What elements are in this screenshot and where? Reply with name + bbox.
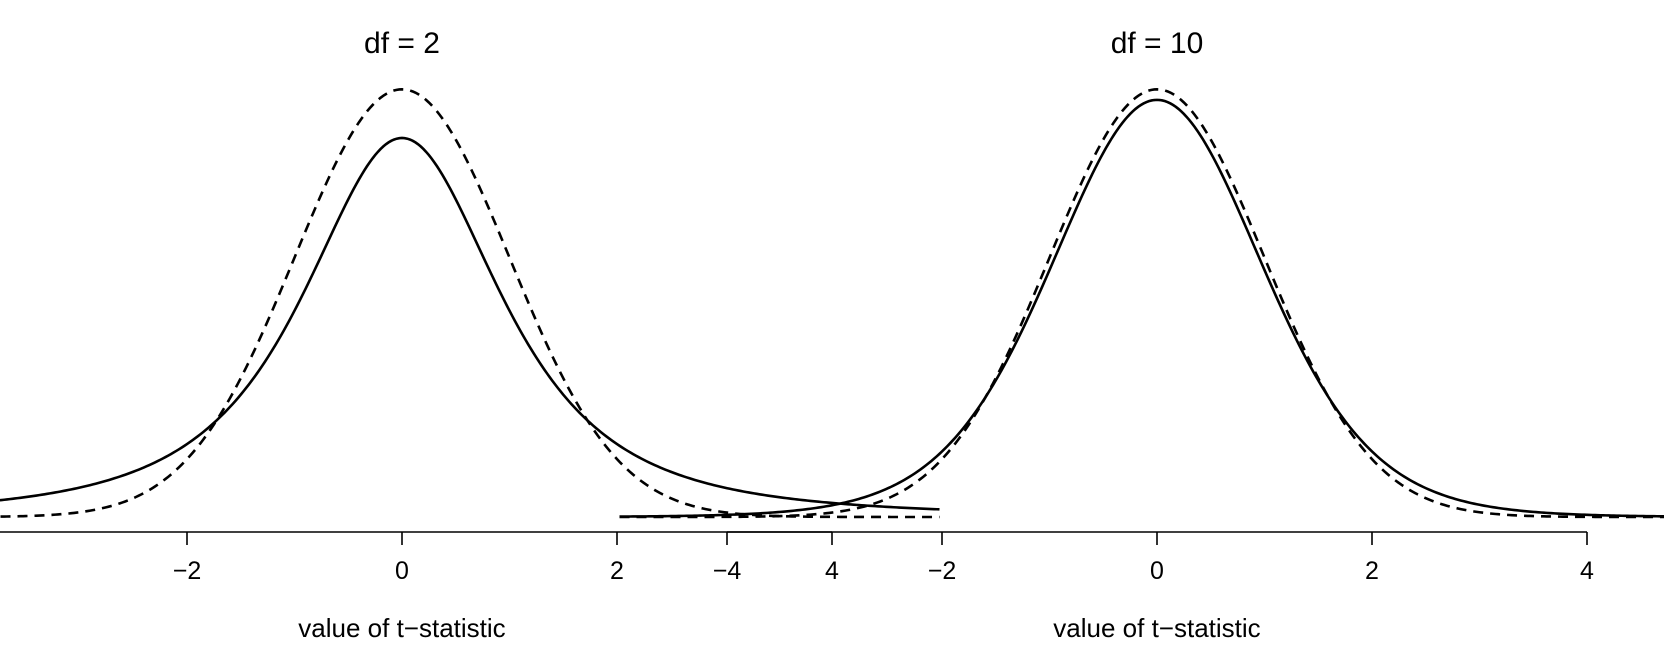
x-tick-label: −2 <box>928 557 957 585</box>
x-tick-label: 0 <box>1150 557 1164 585</box>
x-tick-label: 2 <box>1365 557 1379 585</box>
panel-title: df = 10 <box>1111 27 1204 60</box>
x-tick-label: 2 <box>610 557 624 585</box>
x-tick-label: −4 <box>713 557 742 585</box>
curves <box>619 88 1664 519</box>
panel-df-10: df = 10 −4 −2 0 2 4 value of t−statistic <box>619 27 1664 643</box>
normal-curve-dashed <box>619 88 1664 519</box>
x-tick-label: 4 <box>825 557 839 585</box>
x-axis-label: value of t−statistic <box>1053 613 1260 643</box>
x-axis: −4 −2 0 2 4 <box>0 531 839 585</box>
t-curve-solid <box>619 98 1664 518</box>
x-axis-label: value of t−statistic <box>298 613 505 643</box>
panel-title: df = 2 <box>364 27 440 60</box>
x-tick-label: 0 <box>395 557 409 585</box>
x-tick-label: −2 <box>173 557 202 585</box>
t-curve-solid <box>0 136 940 511</box>
normal-curve-dashed <box>0 88 940 519</box>
panel-df-2: df = 2 −4 −2 0 2 4 value of t−statistic <box>0 27 940 643</box>
x-tick-label: 4 <box>1580 557 1594 585</box>
curves <box>0 88 940 519</box>
x-axis: −4 −2 0 2 4 <box>713 531 1594 585</box>
